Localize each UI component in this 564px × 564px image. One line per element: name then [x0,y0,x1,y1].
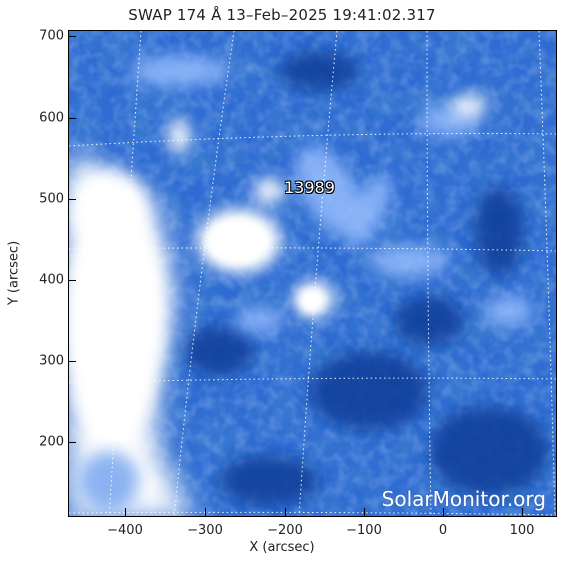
y-tick-mark [68,36,76,37]
watermark: SolarMonitor.org [381,487,546,511]
y-tick-label: 500 [39,191,64,207]
solar-image-panel [68,30,557,517]
y-tick-label: 600 [39,110,64,126]
active-region-label: 13989 [284,178,335,197]
y-tick-mark [68,442,76,443]
y-tick-mark [68,199,76,200]
x-tick-mark [443,508,444,516]
image-title: SWAP 174 Å 13–Feb–2025 19:41:02.317 [128,6,436,24]
x-axis-label: X (arcsec) [249,540,315,555]
x-tick-label: −100 [346,523,382,538]
y-tick-label: 700 [39,28,64,44]
y-tick-mark [68,280,76,281]
y-tick-label: 400 [39,272,64,288]
y-tick-label: 300 [39,353,64,369]
y-tick-mark [68,118,76,119]
x-tick-label: 0 [438,523,448,538]
x-tick-mark [205,508,206,516]
y-tick-label: 200 [39,434,64,450]
x-tick-label: −400 [107,523,143,538]
x-tick-mark [522,508,523,516]
x-tick-mark [285,508,286,516]
y-axis-label: Y (arcsec) [6,240,22,306]
x-tick-mark [364,508,365,516]
x-tick-mark [125,508,126,516]
x-tick-label: −200 [267,523,303,538]
x-tick-label: −300 [187,523,223,538]
y-tick-mark [68,361,76,362]
solar-image [69,31,556,516]
x-tick-label: 100 [509,523,535,538]
